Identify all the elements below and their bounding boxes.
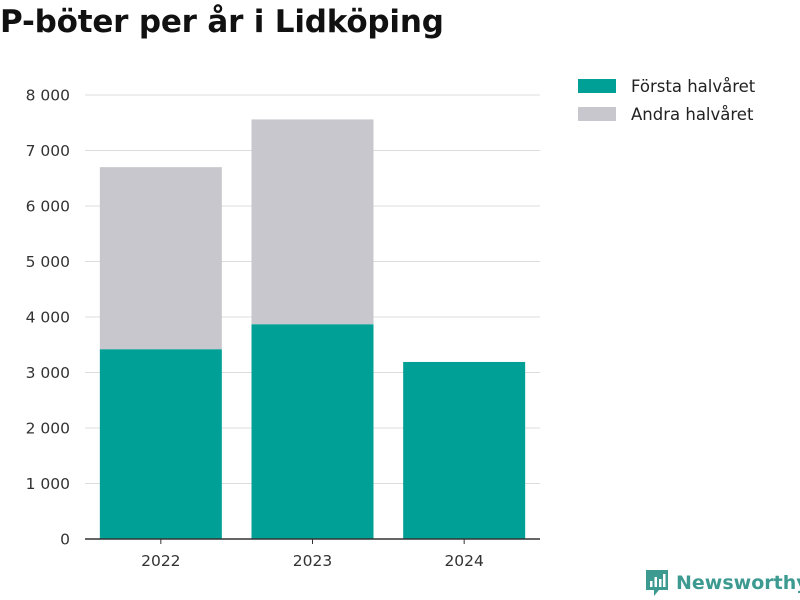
newsworthy-logo-icon	[646, 570, 668, 596]
y-tick-label: 0	[60, 531, 70, 549]
y-tick-label: 5 000	[26, 253, 70, 271]
y-tick-label: 6 000	[26, 198, 70, 216]
legend-item-second-half[interactable]: Andra halvåret	[578, 100, 755, 128]
bar-second-half-2022	[99, 167, 222, 350]
legend-label-second-half: Andra halvåret	[631, 104, 754, 124]
bar-first-half-2023	[251, 324, 374, 539]
legend: Första halvåret Andra halvåret	[578, 72, 755, 128]
y-tick-label: 7 000	[26, 142, 70, 160]
legend-swatch-first-half	[578, 79, 616, 93]
bar-first-half-2024	[403, 361, 526, 539]
chart-title: P-böter per år i Lidköping	[0, 4, 444, 40]
y-tick-label: 1 000	[26, 475, 70, 493]
legend-item-first-half[interactable]: Första halvåret	[578, 72, 755, 100]
brand-name: Newsworthy	[676, 572, 800, 594]
bar-second-half-2023	[251, 119, 374, 325]
y-tick-label: 8 000	[26, 87, 70, 105]
brand-logo[interactable]: Newsworthy	[644, 568, 800, 598]
y-tick-label: 4 000	[26, 309, 70, 327]
bar-first-half-2022	[99, 349, 222, 539]
y-tick-label: 3 000	[26, 364, 70, 382]
legend-label-first-half: Första halvåret	[631, 76, 756, 96]
x-tick-label: 2023	[293, 552, 332, 570]
legend-swatch-second-half	[578, 107, 616, 121]
x-tick-label: 2022	[141, 552, 180, 570]
x-tick-label: 2024	[444, 552, 483, 570]
y-tick-label: 2 000	[26, 420, 70, 438]
